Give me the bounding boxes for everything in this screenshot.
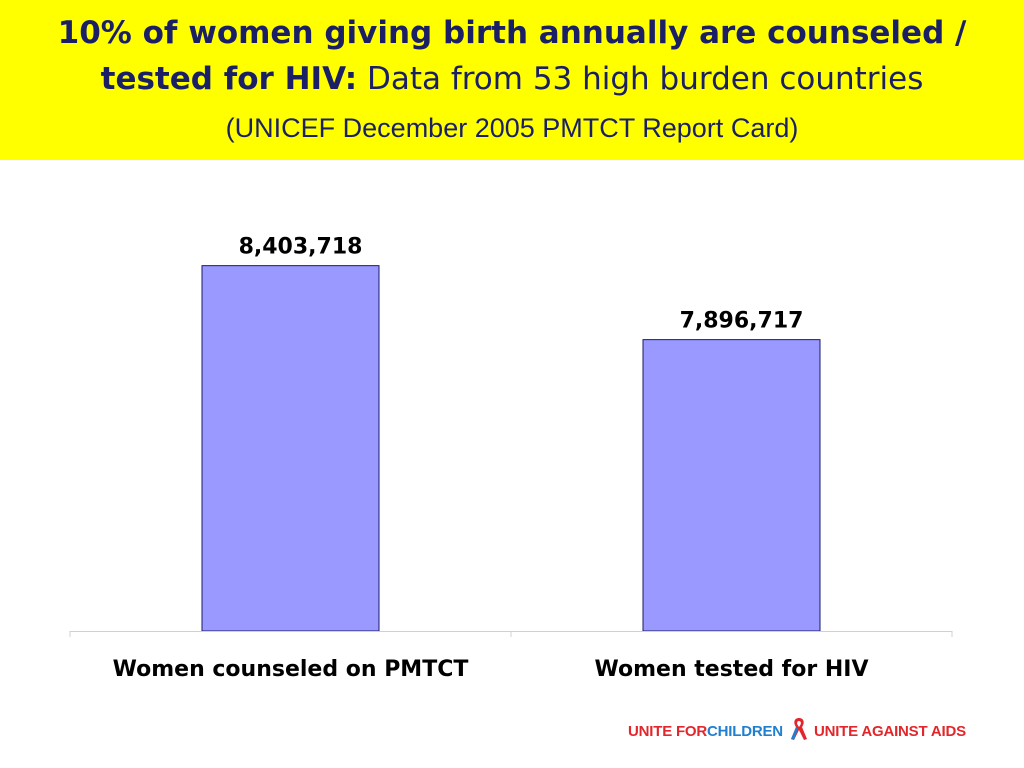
page-title: 10% of women giving birth annually are c… — [0, 10, 1024, 102]
title-banner: 10% of women giving birth annually are c… — [0, 0, 1024, 160]
bar-chart: 8,403,718 7,896,717 Women counseled on PMT… — [69, 235, 953, 682]
awareness-ribbon-icon — [788, 716, 810, 746]
bar-1 — [201, 265, 380, 632]
category-label-1: Women counseled on PMTCT — [113, 657, 469, 682]
logo-text-unite-against-aids: UNITE AGAINST AIDS — [813, 722, 966, 740]
logo-text-unite-for: UNITE FOR — [628, 722, 708, 740]
unite-logo: UNITE FOR CHILDREN UNITE AGAINST AIDS — [628, 716, 966, 746]
data-label-1: 8,403,718 — [239, 235, 363, 260]
data-label-2: 7,896,717 — [680, 309, 804, 334]
logo-text-children: CHILDREN — [707, 722, 783, 740]
bar-2 — [642, 339, 821, 632]
category-label-2: Women tested for HIV — [595, 657, 869, 682]
title-bold-text: 10% of women giving birth annually are c… — [57, 15, 967, 97]
title-normal-text: Data from 53 high burden countries — [357, 61, 924, 97]
source-subtitle: (UNICEF December 2005 PMTCT Report Card) — [225, 113, 799, 143]
